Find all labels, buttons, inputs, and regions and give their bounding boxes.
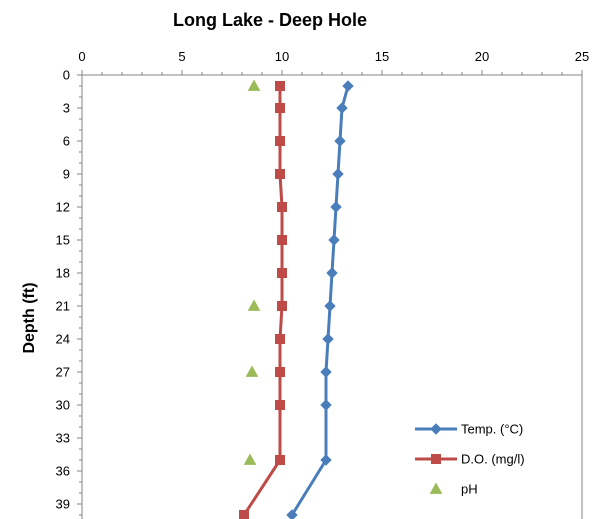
data-point bbox=[332, 168, 344, 180]
data-point bbox=[277, 301, 287, 311]
data-point bbox=[336, 102, 348, 114]
y-tick-label: 21 bbox=[56, 299, 70, 314]
data-point bbox=[275, 400, 285, 410]
y-tick-label: 3 bbox=[63, 101, 70, 116]
data-point bbox=[326, 267, 338, 279]
data-point bbox=[330, 201, 342, 213]
y-tick-label: 27 bbox=[56, 365, 70, 380]
y-axis-label: Depth (ft) bbox=[21, 282, 38, 353]
data-point bbox=[342, 80, 354, 92]
y-tick-label: 12 bbox=[56, 200, 70, 215]
data-point bbox=[277, 235, 287, 245]
y-tick-label: 18 bbox=[56, 266, 70, 281]
y-tick-label: 39 bbox=[56, 497, 70, 512]
legend-entry: Temp. (°C) bbox=[461, 422, 523, 437]
data-point bbox=[320, 399, 332, 411]
y-tick-label: 15 bbox=[56, 233, 70, 248]
data-point bbox=[277, 202, 287, 212]
data-point bbox=[320, 366, 332, 378]
legend-marker bbox=[429, 482, 443, 494]
data-point bbox=[239, 510, 249, 519]
data-point bbox=[247, 79, 261, 91]
data-point bbox=[324, 300, 336, 312]
data-point bbox=[277, 268, 287, 278]
series-1 bbox=[286, 80, 354, 519]
legend-entry: pH bbox=[461, 482, 478, 497]
x-tick-label: 25 bbox=[575, 49, 589, 64]
data-point bbox=[320, 454, 332, 466]
y-tick-label: 33 bbox=[56, 431, 70, 446]
data-point bbox=[275, 367, 285, 377]
chart-title: Long Lake - Deep Hole bbox=[173, 10, 367, 30]
y-tick-label: 24 bbox=[56, 332, 70, 347]
data-point bbox=[328, 234, 340, 246]
data-point bbox=[247, 299, 261, 311]
data-point bbox=[275, 136, 285, 146]
data-point bbox=[275, 81, 285, 91]
data-point bbox=[243, 453, 257, 465]
legend-marker bbox=[430, 423, 442, 435]
data-point bbox=[275, 334, 285, 344]
data-point bbox=[334, 135, 346, 147]
y-tick-label: 30 bbox=[56, 398, 70, 413]
x-tick-label: 0 bbox=[78, 49, 85, 64]
legend-marker bbox=[431, 454, 441, 464]
series-layer bbox=[239, 79, 354, 519]
data-point bbox=[275, 103, 285, 113]
x-tick-label: 5 bbox=[178, 49, 185, 64]
series-2 bbox=[239, 81, 287, 519]
y-tick-label: 6 bbox=[63, 134, 70, 149]
data-point bbox=[245, 365, 259, 377]
data-point bbox=[286, 509, 298, 519]
y-tick-label: 36 bbox=[56, 464, 70, 479]
legend-entry: D.O. (mg/l) bbox=[461, 452, 525, 467]
data-point bbox=[275, 455, 285, 465]
data-point bbox=[275, 169, 285, 179]
legend: Temp. (°C) D.O. (mg/l) pH bbox=[415, 422, 525, 497]
x-tick-label: 15 bbox=[375, 49, 389, 64]
data-point bbox=[322, 333, 334, 345]
y-tick-label: 9 bbox=[63, 167, 70, 182]
y-tick-label: 0 bbox=[63, 68, 70, 83]
series-3 bbox=[243, 79, 261, 465]
x-tick-label: 10 bbox=[275, 49, 289, 64]
x-tick-label: 20 bbox=[475, 49, 489, 64]
